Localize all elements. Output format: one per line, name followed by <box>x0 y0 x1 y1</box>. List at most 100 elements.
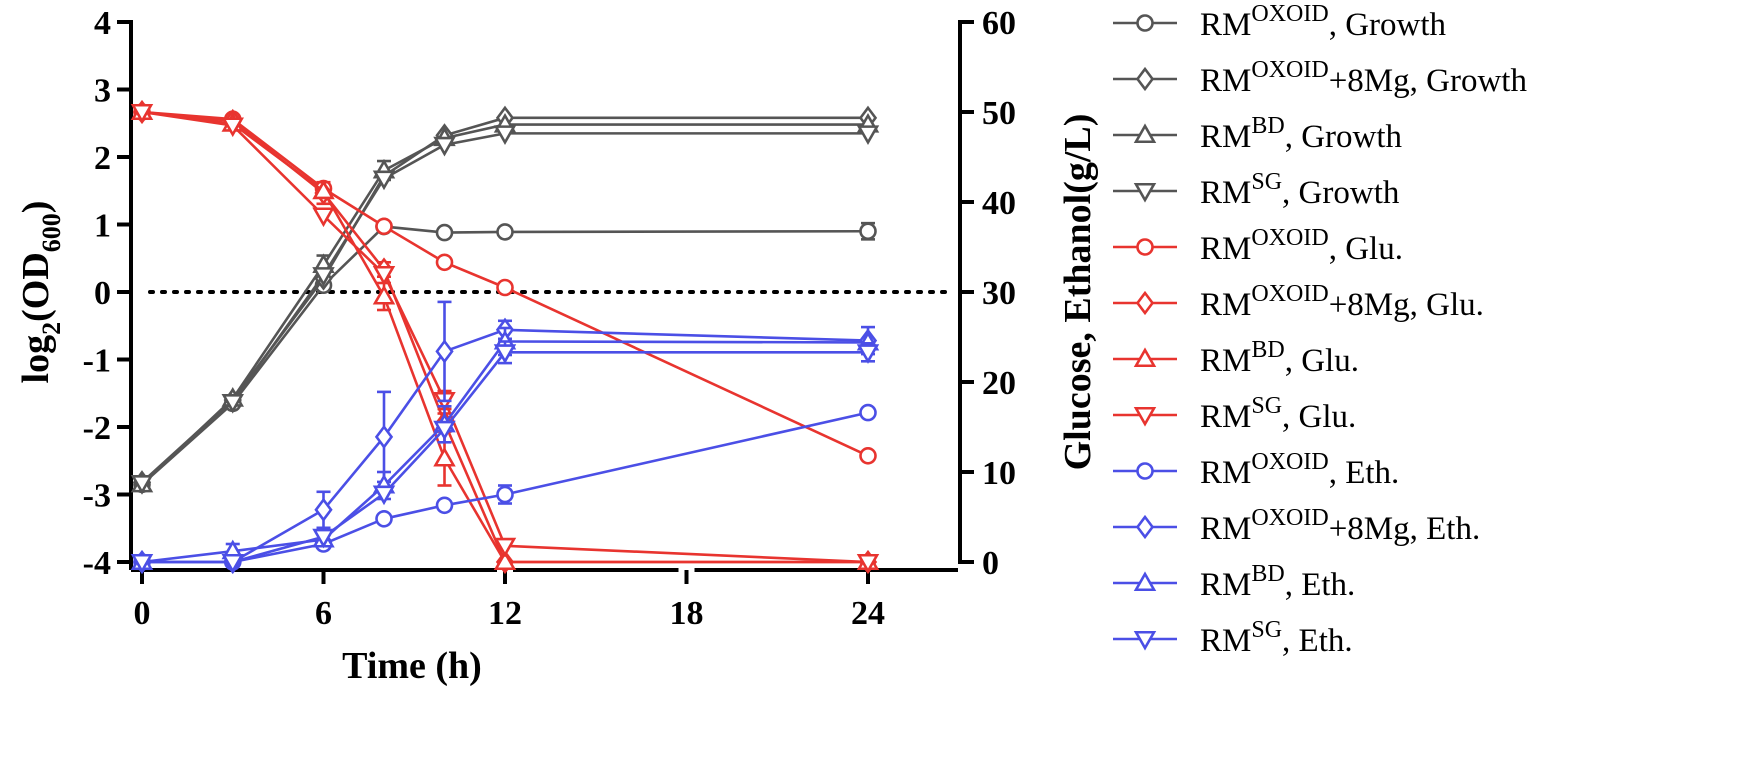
x-tick-label: 18 <box>670 595 704 632</box>
data-point <box>493 125 517 145</box>
legend-label: RMOXOID, Glu. <box>1200 225 1403 267</box>
legend-label: RMSG, Eth. <box>1200 617 1353 659</box>
legend-label-suffix: +8Mg, Glu. <box>1329 287 1484 323</box>
y-right-axis-title: Glucose, Ethanol(g/L) <box>1057 114 1099 471</box>
y-right-tick-label: 0 <box>982 545 999 582</box>
legend-label-sup: SG <box>1251 393 1282 419</box>
y-left-tick-label: 3 <box>94 73 111 110</box>
series-line <box>142 328 869 564</box>
data-point <box>435 339 454 364</box>
y-left-axis-title-part: ) <box>15 201 57 214</box>
data-point <box>312 207 335 228</box>
data-point <box>856 344 880 364</box>
legend-marker <box>1133 123 1157 144</box>
legend-label-base: RM <box>1200 119 1251 155</box>
y-left-tick-label: 0 <box>94 275 111 312</box>
y-right-tick-label: 30 <box>982 275 1016 312</box>
legend-label-sup: OXOID <box>1251 449 1328 475</box>
data-point <box>221 553 244 574</box>
y-left-tick-label: -1 <box>83 343 111 380</box>
legend-label-sup: OXOID <box>1251 1 1328 27</box>
series-line <box>142 350 868 564</box>
legend-item: RMOXOID, Eth. <box>1113 449 1399 491</box>
legend-label-sup: OXOID <box>1251 225 1328 251</box>
legend-label-base: RM <box>1200 231 1251 267</box>
legend-label-suffix: +8Mg, Growth <box>1329 63 1528 99</box>
legend-label-base: RM <box>1200 399 1251 435</box>
data-point <box>493 537 517 558</box>
legend-item: RMOXOID+8Mg, Eth. <box>1113 505 1480 547</box>
legend-item: RMOXOID+8Mg, Growth <box>1113 57 1527 99</box>
y-left-axis-title: log2(OD600) <box>15 201 66 384</box>
y-left-tick-label: -3 <box>83 478 111 515</box>
x-tick-label: 6 <box>315 595 332 632</box>
legend-marker <box>1133 347 1157 368</box>
data-point <box>312 528 335 549</box>
series-4 <box>130 125 880 495</box>
legend-item: RMOXOID+8Mg, Glu. <box>1113 281 1484 323</box>
legend-marker <box>1133 630 1157 651</box>
legend-item: RMBD, Glu. <box>1113 337 1359 379</box>
y-left-tick-label: -2 <box>83 410 111 447</box>
data-point <box>496 278 514 297</box>
data-point <box>312 179 335 200</box>
legend-label-sup: OXOID <box>1251 505 1328 531</box>
legend-marker <box>1133 571 1157 592</box>
data-point <box>496 485 514 504</box>
data-point <box>496 223 514 241</box>
legend-label: RMBD, Eth. <box>1200 561 1355 603</box>
legend-label-sup: BD <box>1251 113 1284 139</box>
data-point <box>130 474 154 495</box>
x-tick-label: 12 <box>488 595 522 632</box>
legend-item: RMSG, Growth <box>1113 169 1400 211</box>
legend-item: RMOXOID, Glu. <box>1113 225 1403 267</box>
legend-label-suffix: +8Mg, Eth. <box>1329 511 1481 547</box>
y-left-tick-label: 4 <box>94 5 111 42</box>
legend-marker <box>1136 462 1154 480</box>
y-right-tick-label: 20 <box>982 365 1016 402</box>
x-tick-label: 0 <box>134 595 151 632</box>
legend-label-suffix: , Growth <box>1282 175 1400 211</box>
data-point <box>312 267 335 287</box>
data-point <box>130 103 154 124</box>
legend-label-sup: SG <box>1251 617 1282 643</box>
y-left-axis-title-part: (OD <box>15 252 57 322</box>
legend-label-sup: BD <box>1251 561 1284 587</box>
legend-marker <box>1133 406 1157 427</box>
plot-area <box>130 99 880 575</box>
legend-marker <box>1136 14 1154 32</box>
legend-label: RMOXOID+8Mg, Glu. <box>1200 281 1484 323</box>
legend-marker <box>1133 182 1157 203</box>
y-left-tick-label: 1 <box>94 208 111 245</box>
data-point <box>859 446 877 465</box>
data-point <box>375 217 393 236</box>
legend-marker <box>1136 238 1154 256</box>
data-point <box>856 125 880 145</box>
legend-label-suffix: , Glu. <box>1282 399 1356 435</box>
legend-label-base: RM <box>1200 567 1251 603</box>
data-point <box>372 284 396 305</box>
y-right-tick-label: 10 <box>982 455 1016 492</box>
legend-item: RMSG, Eth. <box>1113 617 1353 659</box>
data-point <box>493 550 517 571</box>
legend-label-base: RM <box>1200 623 1251 659</box>
legend-label-base: RM <box>1200 63 1251 99</box>
data-point <box>433 136 456 157</box>
legend-label-suffix: , Eth. <box>1285 567 1356 603</box>
legend-item: RMOXOID, Growth <box>1113 1 1447 43</box>
series-line <box>141 132 868 484</box>
legend-label-sup: OXOID <box>1251 281 1328 307</box>
legend-label-suffix: , Glu. <box>1285 343 1359 379</box>
series-line <box>141 123 868 486</box>
data-point <box>435 223 454 242</box>
data-point <box>372 265 396 286</box>
legend-label-suffix: , Growth <box>1329 7 1447 43</box>
legend-label: RMOXOID+8Mg, Growth <box>1200 57 1527 99</box>
y-right-tick-label: 40 <box>982 185 1016 222</box>
data-point <box>493 344 517 364</box>
legend-marker <box>1135 66 1155 92</box>
y-right-tick-label: 60 <box>982 5 1016 42</box>
legend-item: RMBD, Growth <box>1113 113 1403 155</box>
data-point <box>433 420 456 441</box>
